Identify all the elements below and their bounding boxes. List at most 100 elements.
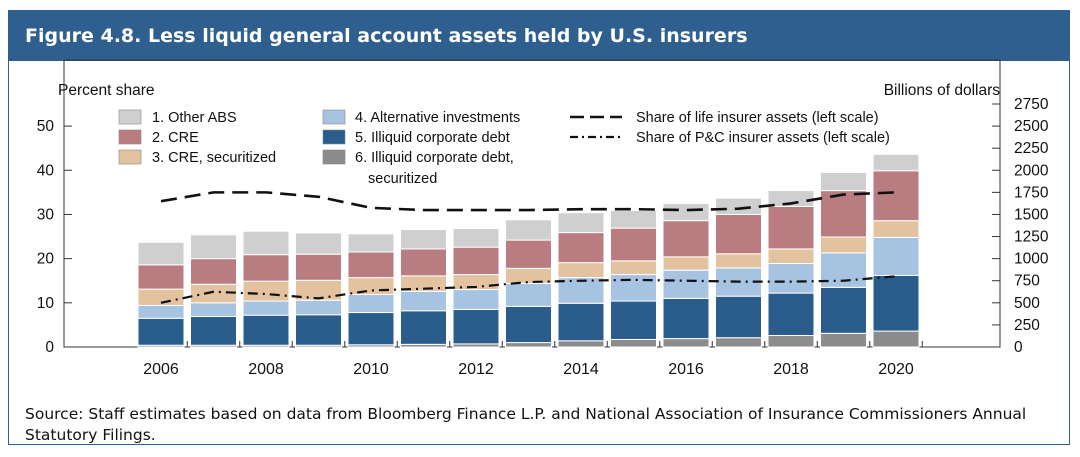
legend-swatch [118, 109, 142, 125]
right-axis-label: Billions of dollars [884, 82, 1001, 99]
bar-segment-3-2014 [557, 262, 605, 279]
bar-segment-4-2008 [242, 300, 290, 316]
bar-segment-1-2020 [872, 153, 920, 172]
figure-title-bar: Figure 4.8. Less liquid general account … [9, 11, 1069, 61]
legend-label: Share of life insurer assets (left scale… [636, 110, 879, 126]
right-tick-label: 2250 [1014, 140, 1049, 157]
bar-segment-4-2012 [452, 289, 500, 310]
bar-segment-1-2008 [242, 230, 290, 256]
legend-label: 2. CRE [152, 130, 199, 146]
bar-segment-5-2010 [347, 312, 395, 346]
bar-segment-4-2018 [767, 262, 815, 294]
bar-segment-2-2008 [242, 254, 290, 282]
figure-title: Figure 4.8. Less liquid general account … [25, 25, 748, 47]
x-tick-label: 2016 [668, 361, 704, 378]
bar-segment-4-2015 [610, 274, 657, 302]
bar-segment-2-2010 [347, 251, 395, 279]
legend-swatch [322, 129, 346, 145]
left-tick-label: 50 [37, 118, 55, 135]
bar-segment-4-2009 [295, 299, 342, 316]
life-share-line [160, 191, 897, 212]
bar-segment-5-2016 [662, 297, 710, 340]
x-tick-label: 2014 [563, 361, 599, 378]
bar-segment-4-2007 [190, 302, 237, 318]
right-tick-label: 2750 [1014, 96, 1049, 113]
bar-segment-5-2014 [557, 302, 605, 342]
right-tick-label: 1000 [1014, 251, 1049, 268]
bar-segment-6-2014 [557, 340, 605, 348]
right-tick-label: 2500 [1014, 118, 1049, 135]
bar-segment-5-2020 [872, 274, 920, 332]
bar-segment-4-2020 [872, 236, 920, 276]
right-tick-label: 1250 [1014, 229, 1049, 246]
bar-segment-2-2020 [872, 170, 920, 222]
legend-label: securitized [368, 171, 437, 187]
bar-segment-3-2009 [295, 279, 342, 301]
bar-segment-6-2013 [505, 342, 552, 348]
bar-segment-2-2019 [820, 190, 867, 238]
bar-segment-2-2011 [400, 248, 447, 277]
bar-segment-4-2019 [820, 252, 867, 288]
right-tick-label: 250 [1014, 317, 1040, 334]
bar-segment-2-2016 [662, 220, 710, 258]
bar-segment-5-2011 [400, 310, 447, 345]
bar-segment-1-2016 [662, 202, 710, 222]
bar-segment-1-2015 [610, 209, 657, 229]
bar-segment-1-2014 [557, 212, 605, 234]
legend-swatch [118, 129, 142, 145]
bar-segment-1-2010 [347, 233, 395, 253]
bar-segment-2-2014 [557, 232, 605, 264]
right-tick-label: 0 [1014, 339, 1023, 356]
bar-segment-3-2008 [242, 280, 290, 302]
bar-segment-2-2018 [767, 206, 815, 250]
x-tick-label: 2006 [143, 361, 179, 378]
bar-segment-5-2012 [452, 308, 500, 345]
legend-label: 5. Illiquid corporate debt [355, 130, 510, 146]
bar-segment-2-2009 [295, 253, 342, 281]
bar-segment-1-2019 [820, 171, 867, 192]
bar-segment-6-2017 [715, 337, 762, 348]
bar-segment-5-2007 [190, 316, 237, 346]
source-note: Source: Staff estimates based on data fr… [25, 405, 1027, 444]
bar-segment-4-2011 [400, 290, 447, 312]
bar-segment-3-2015 [610, 260, 657, 276]
x-tick-label: 2008 [248, 361, 284, 378]
bar-segment-5-2006 [137, 317, 185, 346]
bar-segment-2-2017 [715, 213, 762, 255]
bar-segment-4-2006 [137, 304, 185, 319]
bar-segment-3-2019 [820, 236, 867, 254]
bar-segment-5-2013 [505, 305, 552, 344]
bar-segment-5-2008 [242, 314, 290, 346]
bar-segment-1-2012 [452, 228, 500, 248]
legend-label: 4. Alternative investments [355, 110, 520, 126]
bar-segment-2-2007 [190, 258, 237, 285]
legend-swatch [322, 149, 346, 165]
bar-segment-1-2013 [505, 219, 552, 241]
legend-swatch [322, 109, 346, 125]
x-tick-label: 2012 [458, 361, 494, 378]
bar-segment-1-2007 [190, 234, 237, 260]
left-tick-label: 40 [37, 162, 55, 179]
bar-segment-3-2006 [137, 288, 185, 306]
bar-segment-5-2019 [820, 286, 867, 334]
bar-segment-3-2018 [767, 248, 815, 264]
bar-segment-1-2017 [715, 197, 762, 215]
bar-segment-1-2006 [137, 241, 185, 266]
bar-segment-6-2016 [662, 338, 710, 348]
legend-swatch [118, 149, 142, 165]
right-tick-label: 750 [1014, 273, 1040, 290]
bar-segment-5-2017 [715, 295, 762, 339]
bar-segment-4-2010 [347, 293, 395, 314]
left-tick-label: 20 [37, 251, 55, 268]
legend-label: 1. Other ABS [152, 110, 237, 126]
bar-segment-3-2020 [872, 220, 920, 238]
bar-segment-2-2006 [137, 264, 185, 290]
bar-segment-3-2016 [662, 256, 710, 271]
bar-segment-2-2013 [505, 239, 552, 269]
bar-segment-6-2020 [872, 330, 920, 348]
bar-segment-5-2018 [767, 292, 815, 337]
bar-segment-5-2009 [295, 314, 342, 346]
right-tick-label: 500 [1014, 295, 1040, 312]
bar-segment-2-2015 [610, 227, 657, 262]
